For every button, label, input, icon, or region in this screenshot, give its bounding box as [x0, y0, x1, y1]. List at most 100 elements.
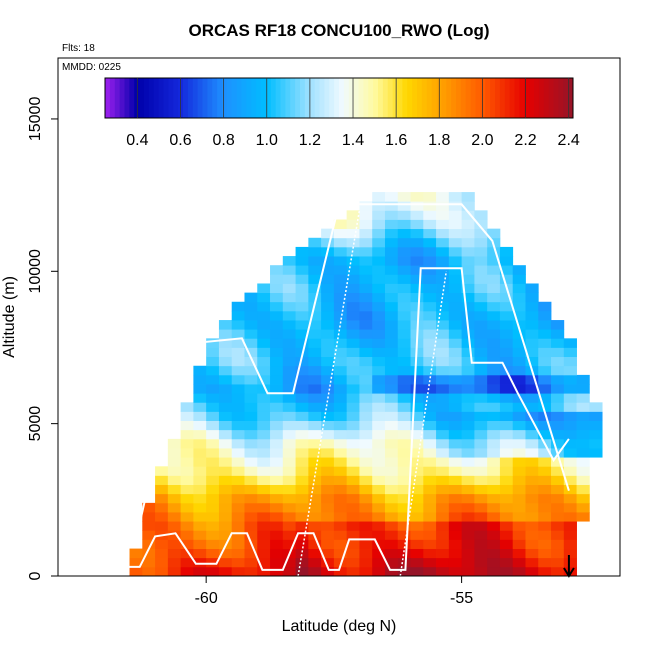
heatmap-cell — [410, 283, 424, 294]
heatmap-cell — [551, 329, 565, 339]
heatmap-cell — [525, 320, 539, 330]
heatmap-cell — [257, 429, 271, 440]
heatmap-cell — [231, 374, 245, 385]
heatmap-cell — [218, 448, 233, 458]
heatmap-cell — [244, 402, 258, 412]
heatmap-cell — [461, 265, 475, 275]
heatmap-cell — [436, 301, 450, 312]
heatmap-cell — [563, 521, 577, 531]
heatmap-cell — [218, 429, 233, 440]
heatmap-cell — [563, 448, 577, 458]
heatmap-cell — [218, 457, 233, 467]
heatmap-cell — [359, 365, 373, 376]
heatmap-cell — [410, 201, 424, 211]
flights-note: Flts: 18 — [62, 43, 95, 54]
colorbar-swatch — [460, 78, 467, 118]
heatmap-cell — [333, 484, 348, 495]
heatmap-cell — [448, 329, 463, 339]
heatmap-cell — [448, 310, 463, 321]
heatmap-cell — [436, 219, 450, 230]
colorbar-swatch — [139, 78, 145, 118]
heatmap-cell — [474, 539, 488, 549]
heatmap-cell — [448, 292, 463, 303]
colorbar-swatch — [270, 78, 277, 118]
heatmap-cell — [461, 411, 475, 421]
heatmap-cell — [474, 365, 488, 376]
colorbar-swatch — [280, 78, 286, 118]
heatmap-cell — [244, 502, 258, 513]
heatmap-cell — [448, 219, 463, 230]
heatmap-cell — [167, 466, 182, 476]
heatmap-cell — [397, 475, 411, 485]
heatmap-cell — [308, 365, 322, 376]
heatmap-cell — [218, 365, 233, 376]
heatmap-cell — [231, 393, 245, 403]
heatmap-cell — [512, 566, 526, 577]
heatmap-cell — [346, 347, 360, 358]
heatmap-cell — [218, 548, 233, 559]
heatmap-cell — [551, 512, 565, 522]
heatmap-cell — [525, 502, 539, 513]
heatmap-cell — [167, 438, 182, 449]
heatmap-cell — [551, 566, 565, 577]
heatmap-cell — [231, 310, 245, 321]
heatmap-cell — [282, 256, 296, 266]
heatmap-cell — [359, 292, 373, 303]
heatmap-cell — [487, 274, 501, 284]
heatmap-cell — [295, 457, 309, 467]
heatmap-cell — [448, 393, 463, 403]
heatmap-cell — [384, 265, 399, 275]
heatmap-cell — [397, 310, 411, 321]
heatmap-cell — [257, 356, 271, 367]
colorbar-swatch — [509, 78, 515, 118]
heatmap-cell — [295, 493, 309, 504]
heatmap-cell — [346, 402, 360, 412]
heatmap-cell — [423, 493, 437, 504]
heatmap-cell — [487, 228, 501, 239]
heatmap-cell — [231, 548, 245, 559]
heatmap-cell — [448, 320, 463, 330]
heatmap-cell — [346, 566, 360, 577]
chart-title: ORCAS RF18 CONCU100_RWO (Log) — [189, 21, 490, 40]
heatmap-cell — [295, 256, 309, 266]
colorbar-swatch — [441, 78, 447, 118]
heatmap-cell — [270, 356, 284, 367]
heatmap-cell — [372, 374, 386, 385]
heatmap-cell — [397, 420, 411, 431]
heatmap-cell — [397, 365, 411, 376]
heatmap-cell — [359, 228, 373, 239]
heatmap-cell — [180, 448, 194, 458]
heatmap-cell — [346, 301, 360, 312]
heatmap-cell — [397, 210, 411, 220]
plot-frame — [57, 57, 621, 577]
heatmap-cell — [525, 393, 539, 403]
y-axis-label: Altitude (m) — [1, 276, 18, 358]
heatmap-cell — [436, 493, 450, 504]
heatmap-cell — [563, 438, 577, 449]
heatmap-cell — [397, 320, 411, 330]
heatmap-cell — [270, 411, 284, 421]
heatmap-cell — [487, 420, 501, 431]
heatmap-cell — [410, 457, 424, 467]
heatmap-cell — [359, 246, 373, 257]
heatmap-cell — [499, 484, 514, 495]
heatmap-cell — [576, 384, 590, 394]
heatmap-cell — [384, 192, 399, 202]
x-axis: -60 -55 — [195, 576, 473, 607]
heatmap-cell — [282, 274, 296, 284]
heatmap-cell — [410, 521, 424, 531]
heatmap-cell — [397, 338, 411, 348]
heatmap-cell — [551, 402, 565, 412]
heatmap-cell — [474, 356, 488, 367]
heatmap-cell — [359, 429, 373, 440]
heatmap-cell — [295, 365, 309, 376]
heatmap-cell — [397, 566, 411, 577]
heatmap-cell — [346, 484, 360, 495]
heatmap-cell — [525, 457, 539, 467]
heatmap-cell — [206, 365, 220, 376]
heatmap-cell — [333, 420, 348, 431]
heatmap-cell — [384, 566, 399, 577]
heatmap-cell — [563, 530, 577, 540]
heatmap-cell — [180, 512, 194, 522]
heatmap-cell — [308, 384, 322, 394]
